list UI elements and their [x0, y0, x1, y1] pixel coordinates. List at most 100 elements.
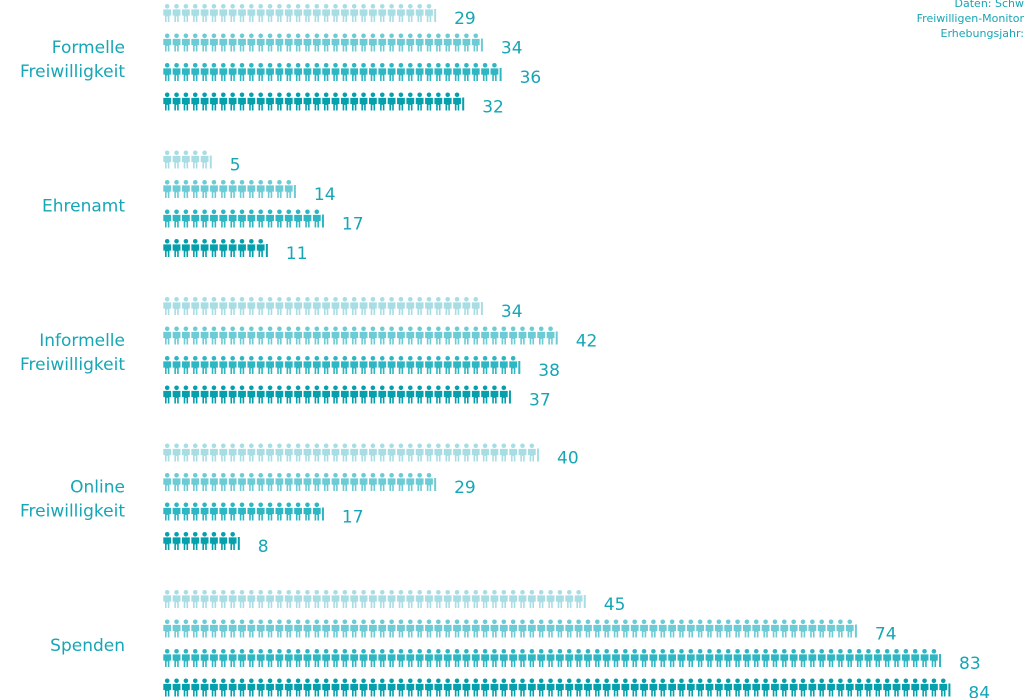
- person-icon: [275, 443, 284, 462]
- person-icon: [406, 443, 415, 462]
- person-icon: [406, 356, 415, 374]
- person-icon: [453, 33, 461, 52]
- person-icon: [686, 619, 695, 638]
- person-icon: [228, 619, 237, 638]
- person-icon: [219, 180, 228, 198]
- person-icon: [471, 356, 480, 374]
- person-icon: [182, 678, 190, 697]
- person-icon: [247, 678, 256, 697]
- person-icon: [275, 619, 284, 638]
- person-icon: [266, 649, 274, 667]
- person-icon: [387, 33, 396, 52]
- person-icon: [724, 649, 733, 667]
- person-icon: [228, 33, 237, 52]
- person-icon: [387, 649, 396, 667]
- person-icon: [256, 590, 265, 608]
- person-icon: [705, 619, 714, 638]
- person-icon: [238, 443, 246, 462]
- person-icon: [873, 678, 882, 697]
- person-icon: [462, 590, 471, 608]
- person-icon: [303, 385, 312, 404]
- person-icon: [425, 385, 433, 404]
- person-icon: [219, 532, 228, 550]
- person-icon: [668, 649, 676, 667]
- source-line-3: Erhebungsjahr:: [940, 27, 1024, 40]
- person-icon: [490, 385, 499, 404]
- person-icon: [855, 649, 863, 667]
- person-icon: [200, 649, 209, 667]
- person-icon: [406, 326, 415, 345]
- person-icon: [210, 532, 218, 550]
- person-icon: [247, 649, 256, 667]
- person-icon: [780, 678, 789, 697]
- person-icon: [425, 678, 433, 697]
- value-label: 37: [529, 391, 551, 411]
- source-line-1: Daten: Schw: [954, 0, 1024, 10]
- person-icon: [864, 678, 873, 697]
- pictogram-bar: [163, 619, 857, 638]
- person-icon: [163, 385, 172, 404]
- person-icon: [182, 473, 190, 491]
- person-icon: [462, 356, 471, 374]
- person-icon: [527, 443, 536, 462]
- value-label: 36: [520, 68, 542, 88]
- person-icon: [415, 33, 424, 52]
- person-icon: [509, 443, 518, 462]
- person-icon: [219, 502, 228, 521]
- pictogram-bar: [163, 63, 502, 81]
- person-icon: [499, 590, 508, 608]
- person-icon: [378, 619, 387, 638]
- person-icon: [574, 590, 583, 608]
- person-icon: [387, 4, 396, 22]
- person-icon: [499, 678, 508, 697]
- person-icon: [284, 356, 293, 374]
- person-icon: [743, 649, 751, 667]
- person-icon: [294, 209, 302, 228]
- person-icon: [724, 619, 733, 638]
- person-icon: [275, 473, 284, 491]
- person-icon: [761, 678, 770, 697]
- person-icon: [294, 443, 302, 462]
- person-icon: [200, 92, 209, 111]
- person-icon: [163, 297, 172, 315]
- person-icon: [462, 326, 471, 345]
- person-icon: [883, 678, 892, 697]
- person-icon: [172, 678, 181, 697]
- bar-end-marker: [434, 478, 437, 491]
- person-icon: [387, 678, 396, 697]
- person-icon: [312, 590, 321, 608]
- person-icon: [425, 619, 433, 638]
- person-icon: [836, 649, 845, 667]
- person-icon: [471, 678, 480, 697]
- person-icon: [172, 326, 181, 345]
- person-icon: [322, 92, 331, 111]
- person-icon: [191, 297, 200, 315]
- person-icon: [911, 649, 920, 667]
- person-icon: [191, 649, 200, 667]
- person-icon: [200, 502, 209, 521]
- person-icon: [228, 297, 237, 315]
- person-icon: [256, 473, 265, 491]
- person-icon: [219, 239, 228, 257]
- person-icon: [415, 63, 424, 81]
- person-icon: [443, 385, 452, 404]
- person-icon: [789, 619, 798, 638]
- person-icon: [340, 297, 349, 315]
- person-icon: [238, 356, 246, 374]
- value-label: 11: [286, 244, 308, 264]
- person-icon: [182, 326, 190, 345]
- person-icon: [210, 678, 218, 697]
- person-icon: [584, 649, 592, 667]
- person-icon: [827, 649, 835, 667]
- person-icon: [340, 4, 349, 22]
- person-icon: [191, 209, 200, 228]
- person-icon: [350, 297, 359, 315]
- person-icon: [350, 356, 359, 374]
- person-icon: [546, 619, 555, 638]
- person-icon: [817, 619, 826, 638]
- person-icon: [340, 385, 349, 404]
- bar-end-marker: [321, 507, 324, 521]
- person-icon: [163, 619, 172, 638]
- person-icon: [219, 356, 228, 374]
- pictogram-bar: [163, 532, 240, 550]
